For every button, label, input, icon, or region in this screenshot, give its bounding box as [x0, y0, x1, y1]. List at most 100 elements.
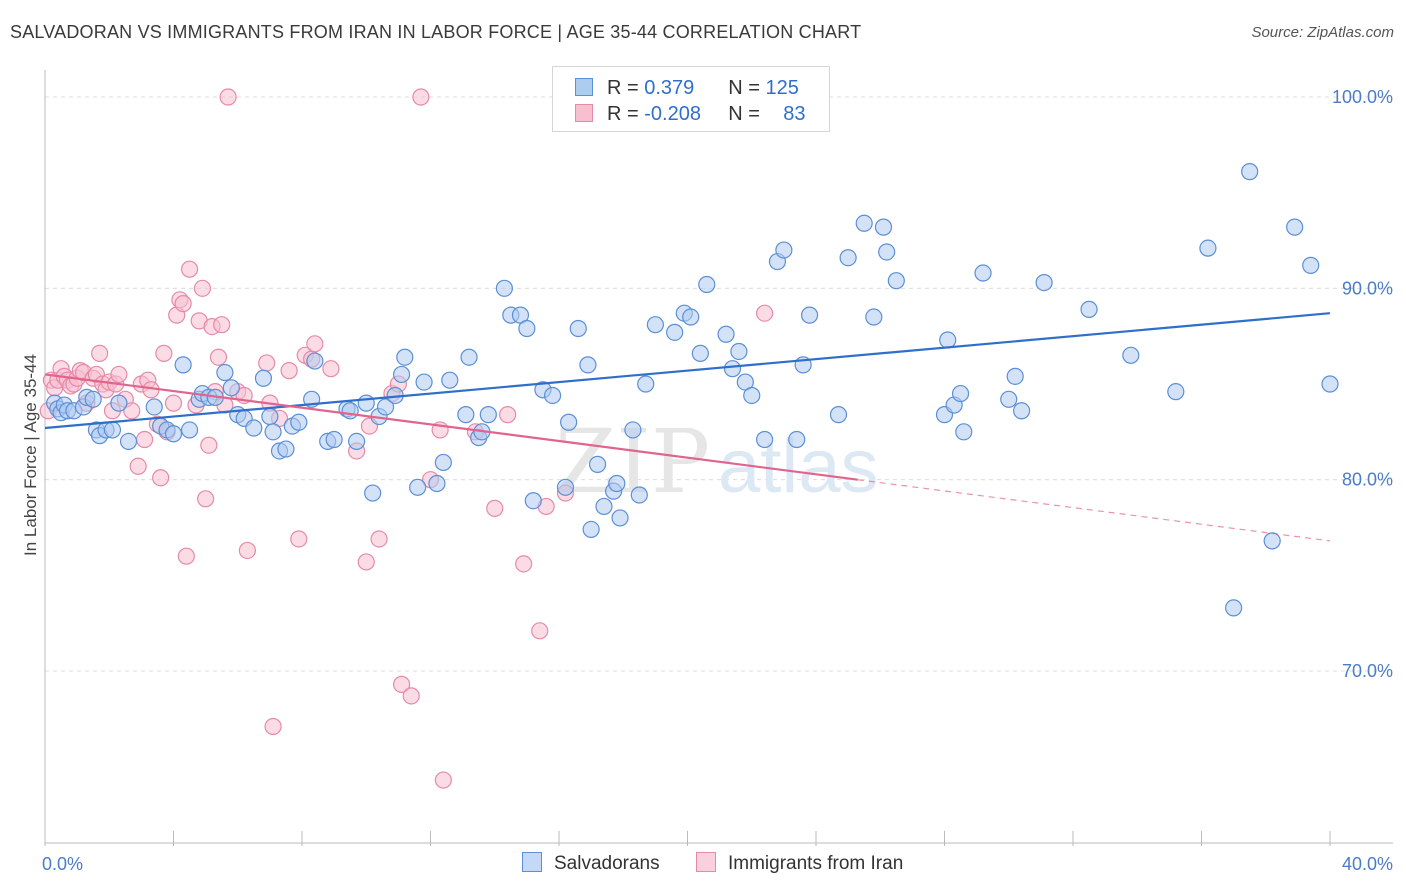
iran-point — [213, 316, 231, 334]
salvadoran-point — [887, 272, 905, 290]
iran-trend-line — [44, 373, 858, 481]
salvadoran-point — [341, 402, 359, 420]
iran-point — [258, 354, 276, 372]
tick-labels: 70.0% 80.0% 90.0% 100.0% 0.0% 40.0% — [42, 87, 1393, 874]
iran-point — [135, 430, 154, 449]
iran-point — [515, 555, 533, 573]
salvadoran-point — [611, 509, 629, 527]
salvadoran-point — [428, 474, 446, 493]
stats-legend: R = 0.379 N = 125 R = -0.208 N = 83 — [552, 66, 830, 132]
salvadoran-point — [119, 432, 138, 450]
iran-point — [280, 362, 298, 380]
y-tick-label: 70.0% — [1342, 661, 1393, 681]
salvadoran-point — [800, 306, 819, 324]
salvadoran-point — [1321, 375, 1339, 393]
legend-r-value: 0.379 — [644, 77, 695, 99]
legend-n-label: N = — [728, 103, 766, 125]
salvadoran-point — [755, 430, 774, 449]
salvadoran-point — [637, 375, 655, 393]
trend-lines — [44, 312, 1331, 542]
iran-point — [755, 304, 774, 322]
salvadoran-point — [174, 356, 192, 374]
salvadoran-point — [595, 497, 613, 516]
salvadoran-point — [415, 373, 433, 391]
salvadoran-point — [717, 325, 735, 343]
salvadoran-point — [955, 423, 973, 441]
iran-point — [200, 436, 218, 454]
legend-n-value: 83 — [783, 103, 806, 125]
salvadoran-point — [878, 243, 896, 261]
salvadoran-point — [775, 241, 793, 259]
salvadoran-point — [691, 344, 709, 362]
chart-title: SALVADORAN VS IMMIGRANTS FROM IRAN IN LA… — [10, 22, 862, 42]
iran-point — [290, 530, 308, 548]
salvadoran-point — [874, 218, 893, 236]
legend-r-label: R = — [607, 77, 645, 99]
salvadoran-point — [829, 406, 848, 424]
legend-row-salvadorans: R = 0.379 N = 125 — [575, 77, 799, 99]
salvadoran-point — [457, 406, 475, 424]
bottom-legend-iran: Immigrants from Iran — [696, 852, 903, 875]
salvadoran-point — [110, 394, 128, 412]
salvadoran-point — [325, 430, 343, 449]
salvadoran-point — [579, 356, 597, 374]
salvadoran-point — [723, 360, 742, 378]
iran-point — [193, 279, 212, 297]
salvadoran-point — [524, 492, 542, 510]
salvadoran-point — [306, 352, 324, 370]
salvadoran-point — [974, 264, 992, 282]
salvadoran-point — [939, 331, 957, 349]
salvadoran-point — [624, 421, 642, 439]
salvadoran-point — [348, 432, 366, 450]
salvadoran-point — [409, 478, 427, 496]
legend-row-iran: R = -0.208 N = 83 — [575, 103, 806, 125]
salvadoran-point — [1012, 402, 1031, 420]
iran-point — [392, 675, 411, 693]
iran-point — [180, 260, 199, 278]
salvadoran-point — [865, 308, 883, 326]
salvadoran-point — [1199, 239, 1217, 257]
salvadoran-point — [264, 423, 282, 441]
iran-point — [110, 365, 128, 384]
salvadoran-point — [560, 413, 578, 431]
iran-point — [209, 348, 228, 366]
salvadoran-point — [1006, 367, 1024, 385]
salvadoran-point — [569, 319, 587, 338]
iran-point — [155, 344, 173, 362]
salvadoran-point — [396, 348, 414, 366]
iran-point — [177, 547, 195, 565]
salvadoran-point — [290, 413, 308, 431]
iran-point — [264, 717, 282, 736]
iran-point — [370, 530, 388, 548]
iran-point — [123, 402, 141, 420]
salvadoran-point — [84, 390, 102, 408]
salvadoran-point — [666, 323, 684, 341]
salvadoran-point — [376, 398, 395, 416]
salvadoran-point — [518, 319, 536, 338]
salvadoran-point — [441, 371, 459, 389]
bottom-legend-swatch-blue — [522, 852, 542, 872]
series-salvadorans-points — [46, 163, 1339, 617]
salvadoran-point — [698, 275, 716, 294]
salvadoran-point — [839, 249, 857, 267]
salvadoran-point — [254, 369, 273, 387]
salvadoran-point — [145, 398, 163, 416]
legend-n-label: N = — [728, 77, 766, 99]
salvadoran-point — [216, 363, 234, 382]
grid-lines — [45, 96, 1390, 672]
bottom-legend-salvadorans: Salvadorans — [522, 852, 660, 875]
iran-point — [164, 394, 183, 412]
salvadoran-point — [364, 484, 382, 502]
iran-point — [486, 499, 504, 517]
salvadoran-point — [392, 365, 411, 384]
salvadoran-point — [357, 394, 375, 412]
salvadoran-point — [1286, 218, 1304, 236]
y-axis-label: In Labor Force | Age 35-44 — [21, 354, 40, 556]
iran-point — [322, 360, 340, 378]
salvadoran-point — [1302, 256, 1320, 274]
legend-n-value: 125 — [765, 77, 799, 99]
iran-point — [129, 457, 147, 475]
iran-point — [174, 295, 192, 313]
salvadoran-point — [543, 386, 562, 405]
salvadoran-point — [222, 379, 240, 397]
